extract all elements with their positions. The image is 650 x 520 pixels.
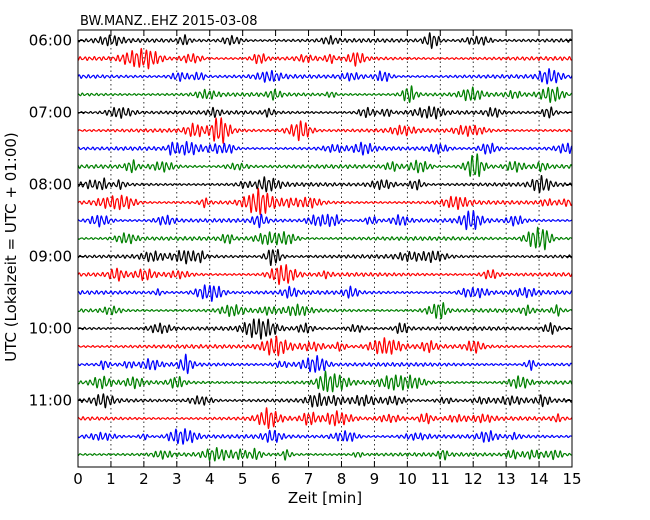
- x-tick-label: 9: [370, 470, 380, 488]
- x-tick-label: 1: [106, 470, 116, 488]
- trace-0800: [77, 174, 573, 194]
- x-tick-label: 8: [337, 470, 347, 488]
- trace-1045: [77, 370, 573, 393]
- x-tick-label: 13: [497, 470, 516, 488]
- plot-frame: [77, 29, 573, 468]
- y-tick-label: 06:00: [29, 32, 72, 50]
- x-tick-label: 5: [238, 470, 248, 488]
- trace-1115: [77, 407, 573, 430]
- trace-0630: [77, 68, 573, 85]
- trace-0745: [77, 153, 573, 178]
- trace-0645: [77, 85, 573, 104]
- y-tick-label: 10:00: [29, 320, 72, 338]
- trace-0815: [77, 187, 573, 216]
- trace-group: [77, 32, 573, 462]
- trace-0730: [77, 140, 573, 156]
- axis-ticks: [77, 30, 573, 467]
- x-tick-label: 7: [304, 470, 314, 488]
- y-axis-label: UTC (Lokalzeit = UTC + 01:00): [2, 132, 20, 362]
- y-tick-label: 11:00: [29, 392, 72, 410]
- x-tick-label: 11: [431, 470, 450, 488]
- x-tick-label: 12: [464, 470, 483, 488]
- trace-0700: [77, 105, 573, 120]
- x-tick-label: 2: [139, 470, 149, 488]
- x-axis-label: Zeit [min]: [288, 489, 362, 507]
- y-tick-label: 07:00: [29, 104, 72, 122]
- trace-0915: [77, 264, 573, 286]
- trace-0900: [77, 248, 573, 266]
- trace-0930: [77, 284, 573, 302]
- y-tick-label: 08:00: [29, 176, 72, 194]
- x-tick-label: 14: [530, 470, 549, 488]
- trace-0715: [77, 117, 573, 144]
- trace-1130: [77, 428, 573, 445]
- trace-1015: [77, 335, 573, 357]
- trace-0845: [77, 226, 573, 251]
- trace-1145: [77, 446, 573, 462]
- x-tick-label: 3: [172, 470, 182, 488]
- y-tick-labels: 06:00 07:00 08:00 09:00 10:00 11:00: [29, 32, 72, 410]
- x-tick-label: 15: [562, 470, 581, 488]
- x-tick-label: 6: [271, 470, 281, 488]
- trace-0830: [77, 210, 573, 231]
- x-tick-label: 0: [73, 470, 83, 488]
- x-tick-label: 4: [205, 470, 215, 488]
- chart-title: BW.MANZ..EHZ 2015-03-08: [80, 14, 258, 29]
- x-tick-labels: 0 1 2 3 4 5 6 7 8 9 10 11 12 13 14 15: [73, 470, 581, 488]
- grid-lines: [110, 30, 540, 467]
- x-tick-label: 10: [398, 470, 417, 488]
- trace-1030: [77, 353, 573, 375]
- trace-0945: [77, 302, 573, 320]
- trace-1100: [77, 392, 573, 409]
- trace-0600: [77, 32, 573, 50]
- trace-0615: [77, 47, 573, 70]
- trace-1000: [77, 318, 573, 340]
- y-tick-label: 09:00: [29, 248, 72, 266]
